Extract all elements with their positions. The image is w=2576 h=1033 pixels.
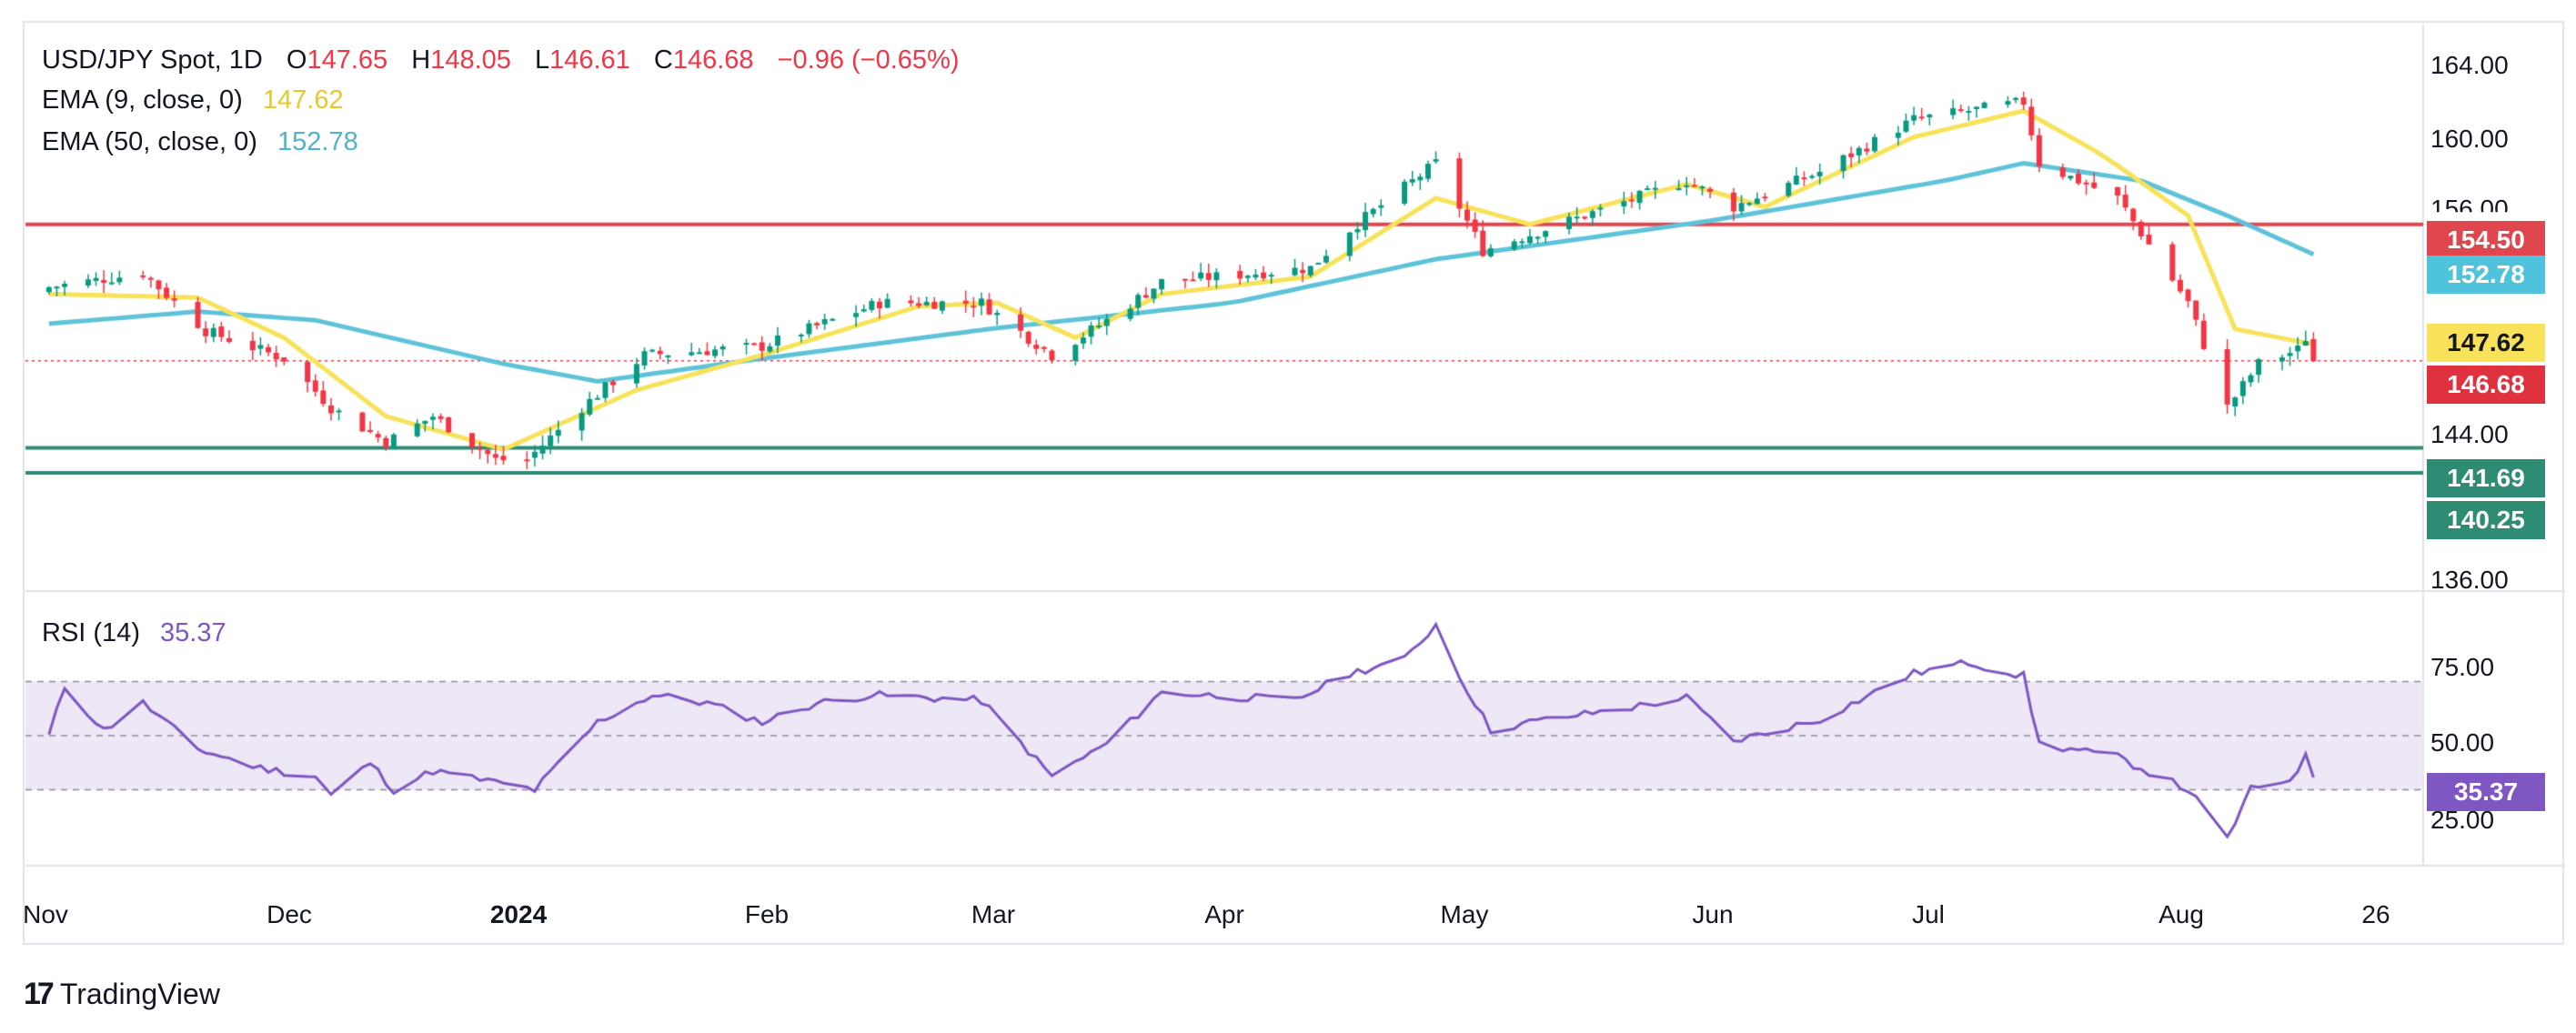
ema50-legend: EMA (50, close, 0) 152.78 <box>42 127 358 156</box>
y-tick-164: 164.00 <box>2430 51 2509 79</box>
y-tick-160: 160.00 <box>2430 125 2509 153</box>
chart-legend-symbol: USD/JPY Spot, 1D O147.65 H148.05 L146.61… <box>42 45 960 75</box>
x-tick-jul: Jul <box>1912 900 1945 928</box>
close-value: 146.68 <box>672 45 754 75</box>
support1-price-tag: 141.69 <box>2427 459 2545 497</box>
support2-price-tag: 140.25 <box>2427 501 2545 539</box>
tradingview-logo[interactable]: 17 TradingView <box>24 977 220 1012</box>
x-tick-dec: Dec <box>267 900 312 928</box>
y-tick-156: 156.00 <box>2430 195 2509 223</box>
change-value: −0.96 (−0.65%) <box>777 45 960 75</box>
x-tick-may: May <box>1440 900 1489 928</box>
x-tick-feb: Feb <box>744 900 790 928</box>
rsi-tick-50: 50.00 <box>2430 728 2495 757</box>
ema9-legend: EMA (9, close, 0) 147.62 <box>42 85 344 115</box>
x-tick-mar: Mar <box>971 900 1016 928</box>
low-value: 146.61 <box>549 45 630 75</box>
x-tick-aug: Aug <box>2158 900 2204 928</box>
x-tick-26: 26 <box>2361 900 2390 928</box>
rsi-price-tag: 35.37 <box>2427 773 2545 811</box>
last-price-tag: 146.68 <box>2427 366 2545 404</box>
ema50-price-tag: 152.78 <box>2427 256 2545 294</box>
y-tick-136: 136.00 <box>2430 566 2509 594</box>
rsi-legend-value: 35.37 <box>160 618 226 647</box>
tradingview-logo-text: TradingView <box>59 978 220 1010</box>
x-tick-apr: Apr <box>1204 900 1244 928</box>
y-tick-144: 144.00 <box>2430 420 2509 448</box>
symbol-title: USD/JPY Spot, 1D <box>42 45 263 75</box>
ema9-legend-value: 147.62 <box>262 85 344 115</box>
high-value: 148.05 <box>430 45 511 75</box>
rsi-tick-75: 75.00 <box>2430 653 2495 681</box>
open-value: 147.65 <box>307 45 388 75</box>
x-tick-jun: Jun <box>1692 900 1734 928</box>
tradingview-logo-icon: 17 <box>24 977 55 1011</box>
rsi-legend: RSI (14) 35.37 <box>42 618 226 647</box>
x-tick-nov: Nov <box>23 900 68 928</box>
resistance-price-tag: 154.50 <box>2427 221 2545 259</box>
x-tick-2024: 2024 <box>489 900 548 928</box>
ema9-price-tag: 147.62 <box>2427 324 2545 362</box>
ema50-legend-value: 152.78 <box>277 127 358 156</box>
